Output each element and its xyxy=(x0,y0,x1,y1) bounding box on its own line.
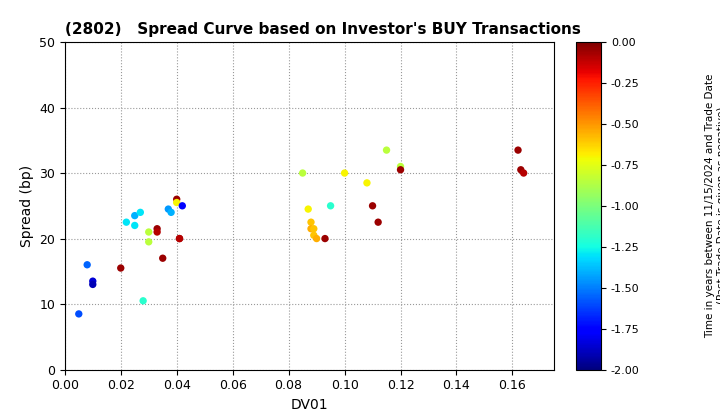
Point xyxy=(366,202,378,209)
Point xyxy=(361,179,373,186)
Point xyxy=(115,265,127,271)
Point xyxy=(129,212,140,219)
Point xyxy=(87,281,99,288)
Point xyxy=(174,235,185,242)
Point xyxy=(166,209,177,216)
Point xyxy=(151,226,163,232)
Point xyxy=(325,202,336,209)
Point xyxy=(308,232,320,239)
Point xyxy=(311,235,323,242)
Point xyxy=(129,222,140,229)
Point xyxy=(138,297,149,304)
Point xyxy=(120,219,132,226)
Point xyxy=(163,206,174,213)
X-axis label: DV01: DV01 xyxy=(291,398,328,412)
Point xyxy=(395,163,406,170)
Point xyxy=(297,170,308,176)
Point xyxy=(305,219,317,226)
Point xyxy=(176,202,188,209)
Point xyxy=(174,235,185,242)
Point xyxy=(171,199,182,206)
Point xyxy=(319,235,330,242)
Text: (2802)   Spread Curve based on Investor's BUY Transactions: (2802) Spread Curve based on Investor's … xyxy=(65,22,580,37)
Point xyxy=(135,209,146,216)
Point xyxy=(339,170,351,176)
Point xyxy=(143,239,155,245)
Point xyxy=(302,206,314,213)
Point xyxy=(305,226,317,232)
Point xyxy=(171,196,182,202)
Point xyxy=(515,166,526,173)
Y-axis label: Time in years between 11/15/2024 and Trade Date
(Past Trade Date is given as neg: Time in years between 11/15/2024 and Tra… xyxy=(706,74,720,338)
Point xyxy=(157,255,168,262)
Point xyxy=(73,310,84,317)
Y-axis label: Spread (bp): Spread (bp) xyxy=(19,165,34,247)
Point xyxy=(308,226,320,232)
Point xyxy=(143,228,155,235)
Point xyxy=(381,147,392,153)
Point xyxy=(81,261,93,268)
Point xyxy=(395,166,406,173)
Point xyxy=(87,278,99,284)
Point xyxy=(151,228,163,235)
Point xyxy=(518,170,529,176)
Point xyxy=(512,147,523,153)
Point xyxy=(372,219,384,226)
